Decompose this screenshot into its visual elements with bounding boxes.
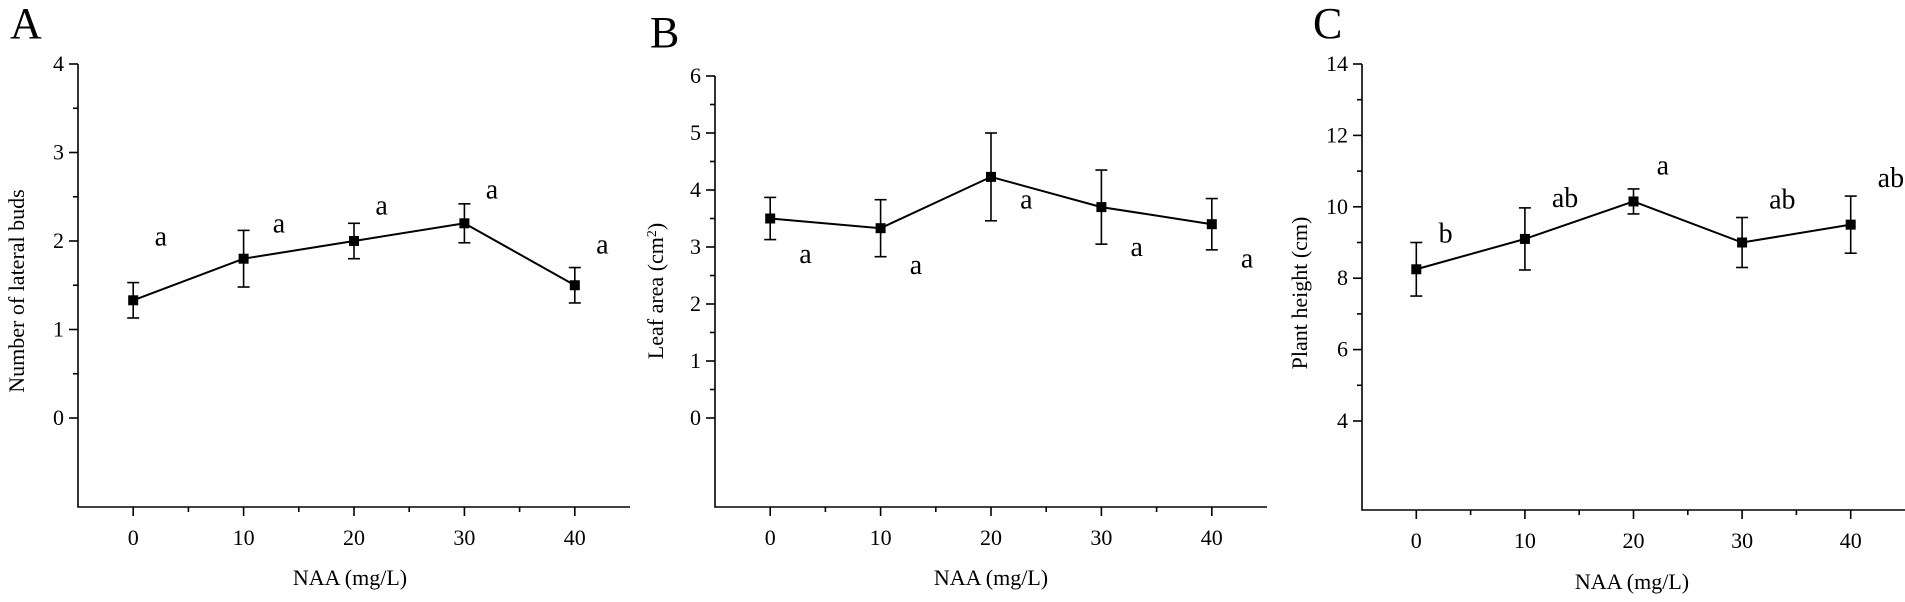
- significance-letter: a: [155, 222, 168, 253]
- significance-letter: a: [375, 191, 388, 222]
- data-point: [459, 218, 470, 229]
- panel-b: B 0 1 2 3 4 5 6 0 10 20 30 40 a a a a a NAA (mg/L) Leaf …: [643, 8, 1267, 590]
- significance-letter: ab: [1552, 183, 1578, 214]
- significance-letter: a: [596, 230, 609, 261]
- data-point: [569, 280, 580, 291]
- x-tick-label: 40: [1201, 525, 1223, 550]
- x-tick-label: 30: [1731, 528, 1753, 553]
- x-tick-label: 20: [1623, 528, 1645, 553]
- x-axis-title: NAA (mg/L): [1575, 569, 1689, 594]
- axis-frame: [714, 76, 1267, 508]
- y-tick-label: 0: [53, 405, 64, 430]
- panel-label: C: [1313, 0, 1342, 48]
- x-tick-label: 0: [128, 525, 139, 550]
- data-point: [238, 253, 249, 264]
- x-axis-title: NAA (mg/L): [293, 565, 407, 590]
- y-axis-title: Plant height (cm): [1287, 217, 1312, 370]
- axis-frame: [77, 64, 630, 508]
- x-tick-label: 40: [564, 525, 586, 550]
- x-tick-label: 30: [453, 525, 475, 550]
- y-tick-label: 10: [1326, 194, 1348, 219]
- y-tick-label: 0: [690, 405, 701, 430]
- data-point: [1845, 219, 1856, 230]
- data-point: [1206, 219, 1217, 230]
- axis-frame: [1361, 64, 1905, 511]
- data-point: [1096, 202, 1107, 213]
- y-tick-label: 12: [1326, 122, 1348, 147]
- significance-letter: ab: [1769, 185, 1795, 216]
- y-tick-label: 6: [1337, 337, 1348, 362]
- x-tick-label: 10: [870, 525, 892, 550]
- significance-letter: a: [1020, 185, 1033, 216]
- y-axis-title: Number of lateral buds: [4, 189, 29, 392]
- significance-letter: a: [910, 250, 923, 281]
- significance-letter: ab: [1878, 163, 1904, 194]
- significance-letter: a: [486, 175, 499, 206]
- x-tick-label: 0: [1411, 528, 1422, 553]
- x-tick-label: 20: [343, 525, 365, 550]
- y-tick-label: 14: [1326, 51, 1348, 76]
- data-point: [986, 171, 996, 182]
- significance-letter: a: [799, 239, 812, 270]
- data-point: [128, 295, 139, 306]
- y-tick-label: 2: [53, 228, 64, 253]
- significance-letter: a: [1131, 232, 1144, 263]
- y-tick-label: 3: [53, 140, 64, 165]
- y-tick-label: 3: [690, 234, 701, 259]
- x-axis-title: NAA (mg/L): [934, 565, 1048, 590]
- significance-letter: a: [1241, 243, 1254, 274]
- panel-label: A: [10, 0, 42, 48]
- data-point: [1628, 196, 1639, 207]
- y-axis-title: Leaf area (cm2): [643, 223, 668, 359]
- y-tick-label: 1: [690, 348, 701, 373]
- significance-letter: b: [1439, 219, 1453, 250]
- y-tick-label: 6: [690, 63, 701, 88]
- y-tick-label: 5: [690, 120, 701, 145]
- x-tick-label: 10: [233, 525, 255, 550]
- data-point: [1411, 264, 1422, 275]
- significance-letter: a: [273, 208, 286, 239]
- y-tick-label: 4: [53, 51, 64, 76]
- x-tick-label: 30: [1090, 525, 1112, 550]
- x-tick-label: 10: [1514, 528, 1536, 553]
- panel-label: B: [650, 8, 679, 57]
- data-point: [1519, 233, 1530, 244]
- y-tick-label: 8: [1337, 265, 1348, 290]
- y-tick-label: 1: [53, 317, 64, 342]
- data-point: [349, 236, 359, 246]
- x-tick-label: 40: [1840, 528, 1862, 553]
- data-point: [765, 213, 776, 224]
- y-tick-label: 4: [1337, 408, 1348, 433]
- y-tick-label: 4: [690, 177, 701, 202]
- x-tick-label: 20: [980, 525, 1002, 550]
- x-tick-label: 0: [765, 525, 776, 550]
- data-point: [875, 223, 886, 234]
- y-tick-label: 2: [690, 291, 701, 316]
- significance-letter: a: [1657, 151, 1670, 182]
- data-point: [1737, 237, 1748, 248]
